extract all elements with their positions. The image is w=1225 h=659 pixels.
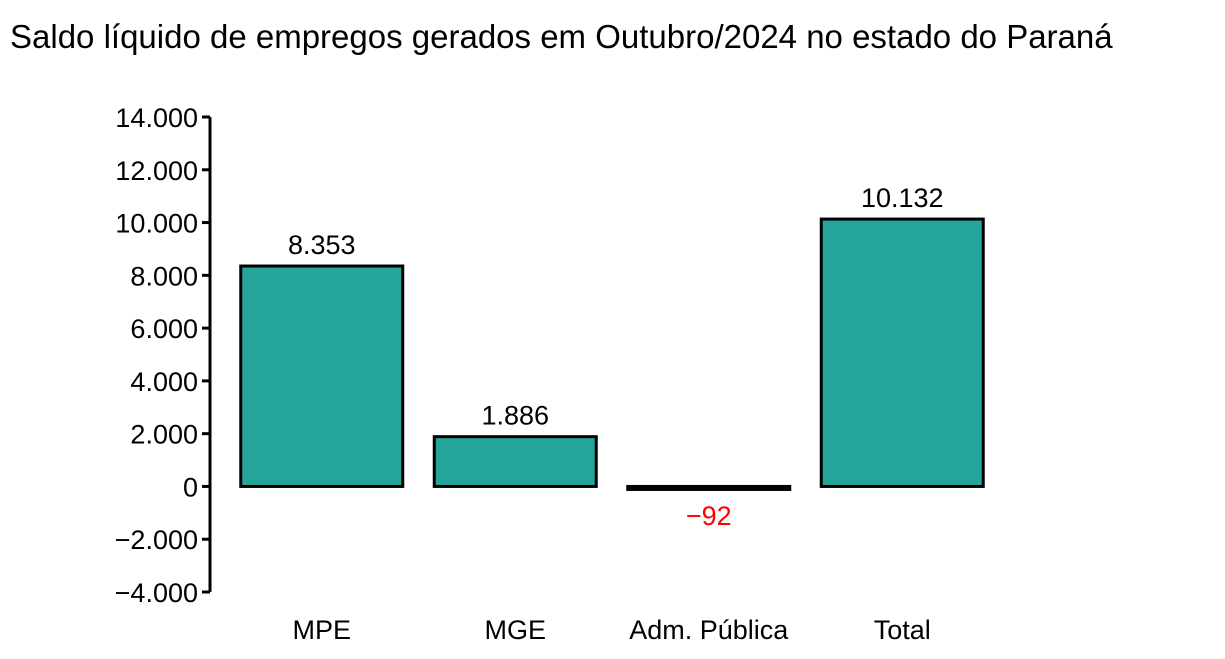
data-label: 1.886 [481,401,549,431]
y-tick-label: 4.000 [130,367,198,397]
x-tick-label: Total [874,615,931,645]
y-tick-label: 12.000 [115,156,198,186]
y-tick-label: −2.000 [115,525,198,555]
data-label: 8.353 [288,230,356,260]
data-label: 10.132 [861,183,944,213]
y-tick-label: 2.000 [130,420,198,450]
x-tick-label: MPE [292,615,351,645]
y-tick-label: 8.000 [130,261,198,291]
x-tick-label: Adm. Pública [629,615,789,645]
bar-total [819,217,985,488]
bar-mge [432,435,598,488]
y-tick-label: 10.000 [115,209,198,239]
x-axis-labels: MPE MGE Adm. Pública Total [292,615,930,645]
bar-adm-p-blica [626,484,792,491]
y-axis: 14.000 12.000 10.000 8.000 6.000 4.000 2.000 0 −… [115,103,212,608]
y-tick-label: 6.000 [130,314,198,344]
chart-title: Saldo líquido de empregos gerados em Out… [10,18,1113,55]
bar-mpe [239,264,405,488]
y-tick-label: 0 [183,472,198,502]
x-tick-label: MGE [484,615,546,645]
bars: 8.353 1.886 −92 10.132 [239,183,985,531]
data-label: −92 [686,501,732,531]
y-tick-label: −4.000 [115,578,198,608]
y-tick-label: 14.000 [115,103,198,133]
